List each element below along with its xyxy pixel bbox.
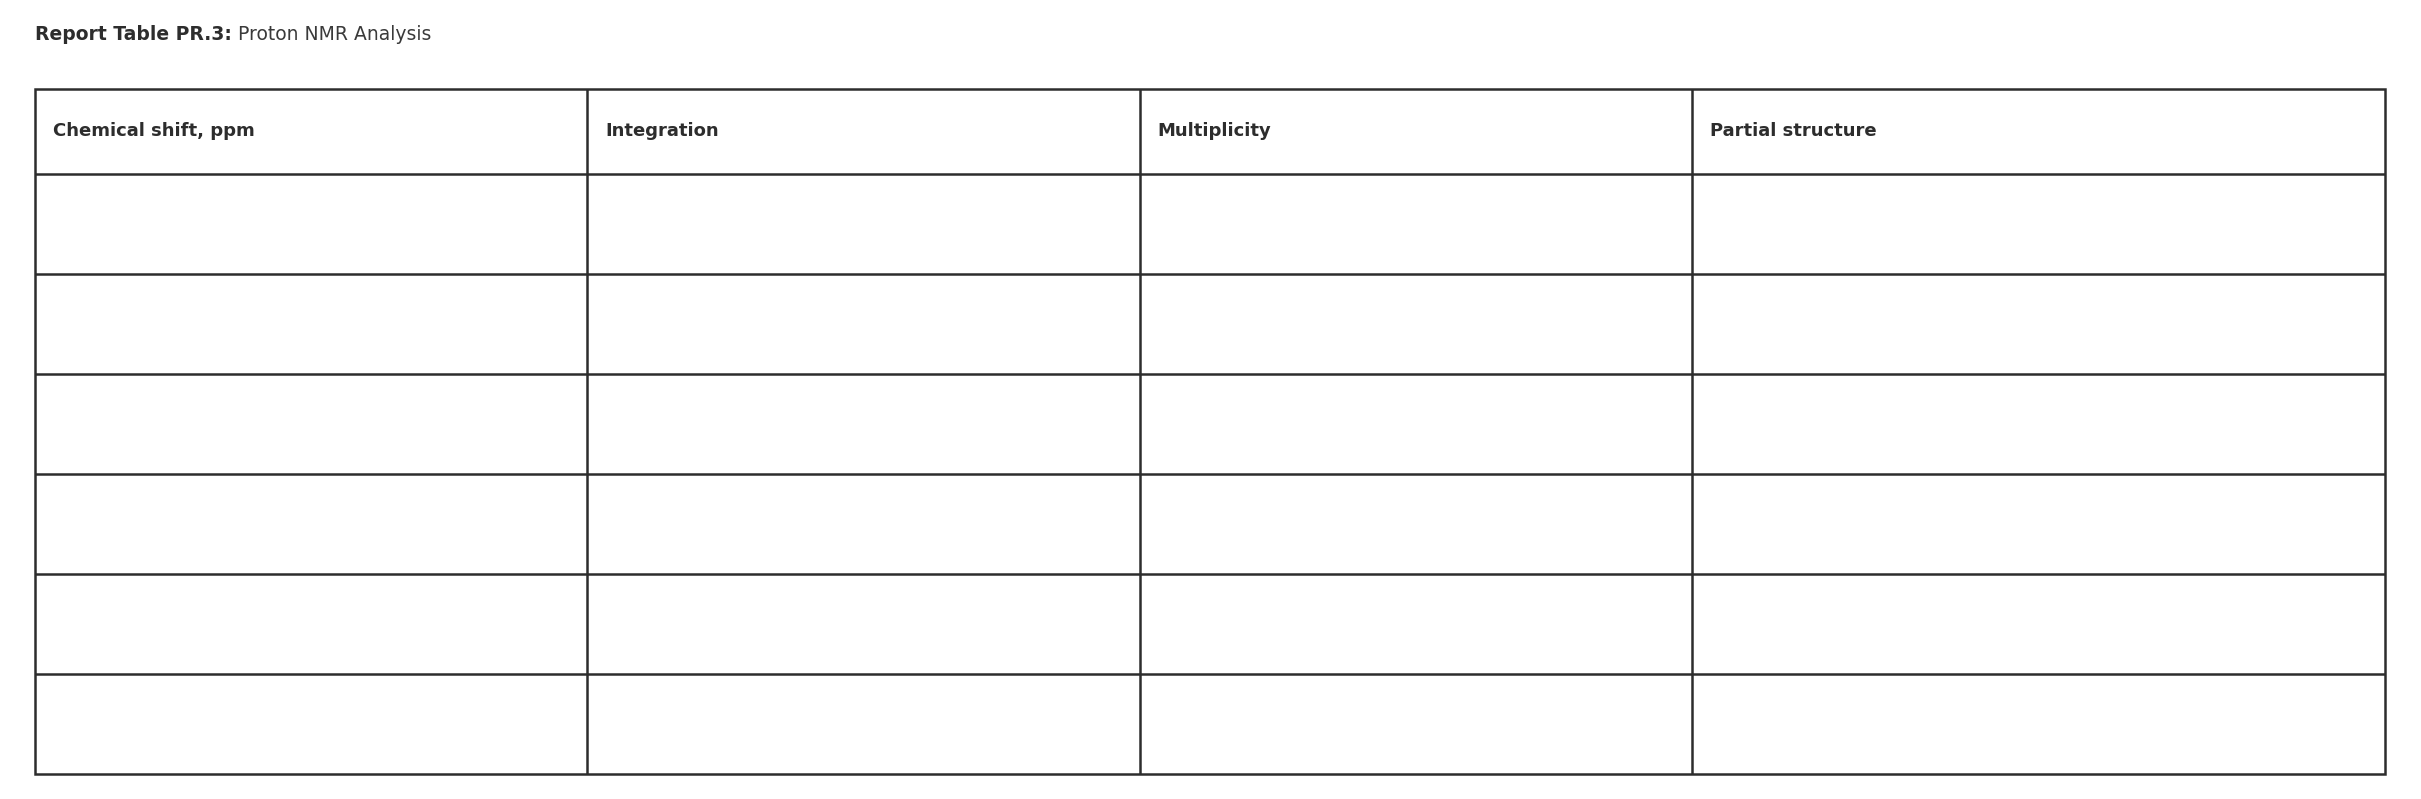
Text: Multiplicity: Multiplicity: [1157, 122, 1271, 141]
Text: Integration: Integration: [605, 122, 719, 141]
Bar: [34, 89, 2385, 774]
Text: Report Table PR.3:: Report Table PR.3:: [34, 25, 232, 44]
Text: Chemical shift, ppm: Chemical shift, ppm: [53, 122, 254, 141]
Text: Proton NMR Analysis: Proton NMR Analysis: [232, 25, 431, 44]
Text: Partial structure: Partial structure: [1709, 122, 1876, 141]
